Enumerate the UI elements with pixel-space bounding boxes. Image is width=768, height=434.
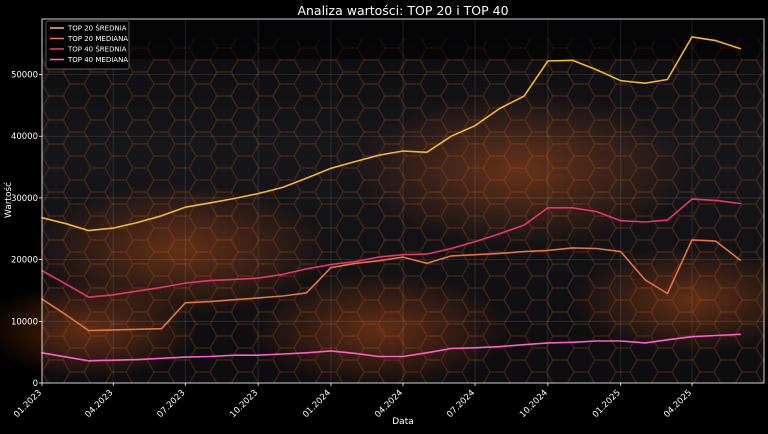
legend: TOP 20 ŚREDNIA TOP 20 MEDIANA TOP 40 ŚREDN…	[45, 20, 130, 70]
y-tick-label: 0	[33, 379, 38, 389]
x-axis-label: Data	[392, 417, 414, 427]
background-glow	[250, 271, 510, 389]
y-tick-label: 30000	[11, 194, 38, 204]
plot-frame	[41, 18, 765, 384]
y-axis-label: Wartość	[3, 182, 14, 218]
y-tick-label: 40000	[11, 132, 38, 142]
legend-label: TOP 40 ŚREDNIA	[67, 45, 127, 54]
series-line-4	[41, 333, 742, 362]
series-line-2	[41, 239, 742, 332]
background-glow	[570, 246, 768, 354]
legend-label: TOP 20 MEDIANA	[67, 35, 128, 43]
series-line-3	[41, 198, 742, 299]
legend-label: TOP 20 ŚREDNIA	[67, 24, 127, 33]
y-tick-label: 20000	[11, 256, 38, 266]
chart-title: Analiza wartości: TOP 20 i TOP 40	[297, 3, 508, 18]
grid	[41, 19, 764, 384]
series-line-1	[41, 36, 742, 232]
legend-label: TOP 40 MEDIANA	[67, 56, 128, 64]
top-shade	[42, 19, 764, 59]
background-glow	[350, 93, 690, 247]
series-group	[41, 36, 742, 362]
y-tick-label: 10000	[11, 317, 38, 327]
y-tick-label: 50000	[11, 71, 38, 81]
legend-box	[45, 20, 130, 70]
plot-background	[0, 19, 768, 389]
